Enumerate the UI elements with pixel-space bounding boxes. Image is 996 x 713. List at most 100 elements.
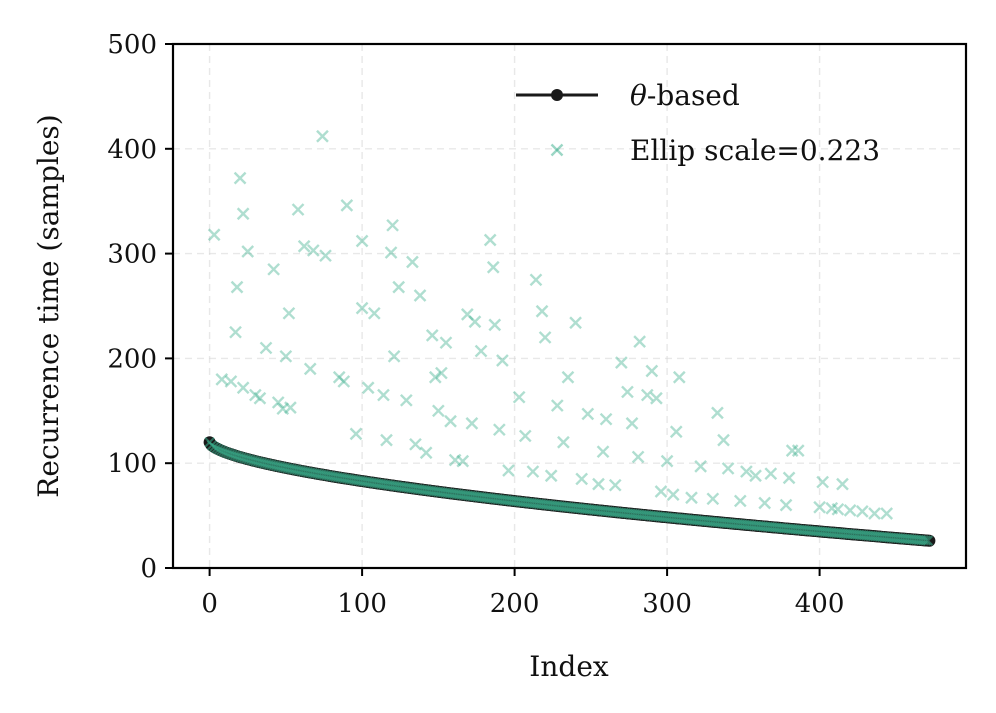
ellip-point <box>711 406 724 420</box>
x-tick-label: 100 <box>337 589 387 619</box>
ellip-point <box>544 469 558 483</box>
ellip-point <box>836 477 849 491</box>
ellip-point <box>633 335 646 348</box>
ellip-point <box>377 388 390 402</box>
ellip-point <box>413 289 427 302</box>
series-theta-based <box>203 436 936 547</box>
x-axis-label: Index <box>529 650 609 683</box>
ellip-point <box>581 407 595 421</box>
ellip-point <box>386 218 399 232</box>
ellip-point <box>599 412 613 426</box>
ellip-point <box>535 304 549 318</box>
x-tick-label: 0 <box>201 589 218 619</box>
ellip-point <box>444 414 457 428</box>
ellip-point <box>465 417 479 430</box>
ellip-point <box>557 435 570 449</box>
ellip-point <box>355 234 369 248</box>
ellip-point <box>615 356 628 369</box>
ellip-point <box>259 341 273 355</box>
axis-ticks: 0 100 200 300 400 0 100 200 300 400 500 <box>107 30 844 619</box>
ellip-point <box>785 444 799 457</box>
x-tick-label: 400 <box>795 589 845 619</box>
series-ellip-scale <box>207 129 894 520</box>
ellip-point <box>230 280 244 294</box>
ellip-point <box>831 502 845 516</box>
y-axis-label: Recurrence time (samples) <box>32 114 65 497</box>
ellip-point <box>448 453 462 467</box>
ellip-point <box>483 233 497 247</box>
ellip-point <box>224 375 238 388</box>
ellip-point <box>592 477 605 491</box>
ellip-point <box>361 381 375 395</box>
ellip-point <box>669 425 683 439</box>
ellip-point <box>355 301 369 315</box>
y-tick-label: 500 <box>107 30 157 60</box>
ellip-point <box>233 171 247 185</box>
ellip-point <box>625 417 639 430</box>
ellip-point <box>721 462 735 475</box>
y-tick-label: 200 <box>107 344 157 374</box>
ellip-point <box>880 507 894 520</box>
ellip-point <box>550 399 564 412</box>
ellip-point <box>271 396 285 409</box>
ellip-point <box>279 349 293 363</box>
ellip-point <box>596 445 610 459</box>
ellip-point <box>474 344 488 358</box>
ellip-point <box>428 370 442 384</box>
ellip-point <box>229 325 242 339</box>
y-tick-label: 100 <box>107 449 157 479</box>
ellip-point <box>282 306 296 320</box>
ellip-point <box>518 429 532 443</box>
ellip-point <box>316 129 329 143</box>
ellip-point <box>502 464 515 477</box>
ellip-point <box>529 273 543 287</box>
ellip-point <box>650 391 663 405</box>
ellip-point <box>868 507 881 520</box>
ellip-point <box>340 199 354 212</box>
ellip-point <box>538 331 552 344</box>
ellip-point <box>640 388 654 402</box>
ellip-point <box>764 467 778 481</box>
ellip-point <box>488 318 502 332</box>
ellip-point <box>621 385 634 399</box>
ellip-point <box>332 370 346 384</box>
ellip-point <box>306 244 320 257</box>
ellip-point <box>468 315 482 329</box>
ellip-point <box>654 485 668 498</box>
y-tick-label: 400 <box>107 135 157 165</box>
ellip-point <box>409 437 422 451</box>
plot-frame <box>171 42 968 570</box>
ellip-point <box>526 465 540 478</box>
legend-theta-text: -based <box>647 79 740 112</box>
ellip-point <box>267 262 280 276</box>
ellip-point <box>717 433 730 447</box>
ellip-point <box>241 245 255 258</box>
ellip-point <box>367 306 381 320</box>
ellip-point <box>384 246 398 259</box>
ellip-point <box>779 498 793 512</box>
y-tick-label: 0 <box>140 554 157 584</box>
legend-theta-symbol: θ <box>630 79 647 112</box>
ellip-point <box>236 207 250 221</box>
ellip-point <box>825 501 839 515</box>
ellip-point <box>575 472 589 486</box>
legend-theta-label: θ-based <box>630 79 740 112</box>
ellip-point <box>740 465 753 478</box>
ellip-point <box>419 446 433 460</box>
legend-ellip-marker <box>550 143 564 157</box>
ellip-point <box>493 423 506 437</box>
ellip-point <box>758 496 772 510</box>
ellip-point <box>392 280 406 294</box>
ellip-point <box>291 203 305 216</box>
ellip-point <box>380 433 393 447</box>
x-tick-label: 300 <box>642 589 692 619</box>
ellip-point <box>512 390 526 404</box>
ellip-point <box>855 505 869 518</box>
ellip-point <box>486 260 500 274</box>
ellip-point <box>439 336 453 350</box>
ellip-point <box>297 239 311 253</box>
ellip-point <box>660 454 674 468</box>
ellip-point <box>435 366 448 380</box>
ellip-point <box>303 362 317 376</box>
